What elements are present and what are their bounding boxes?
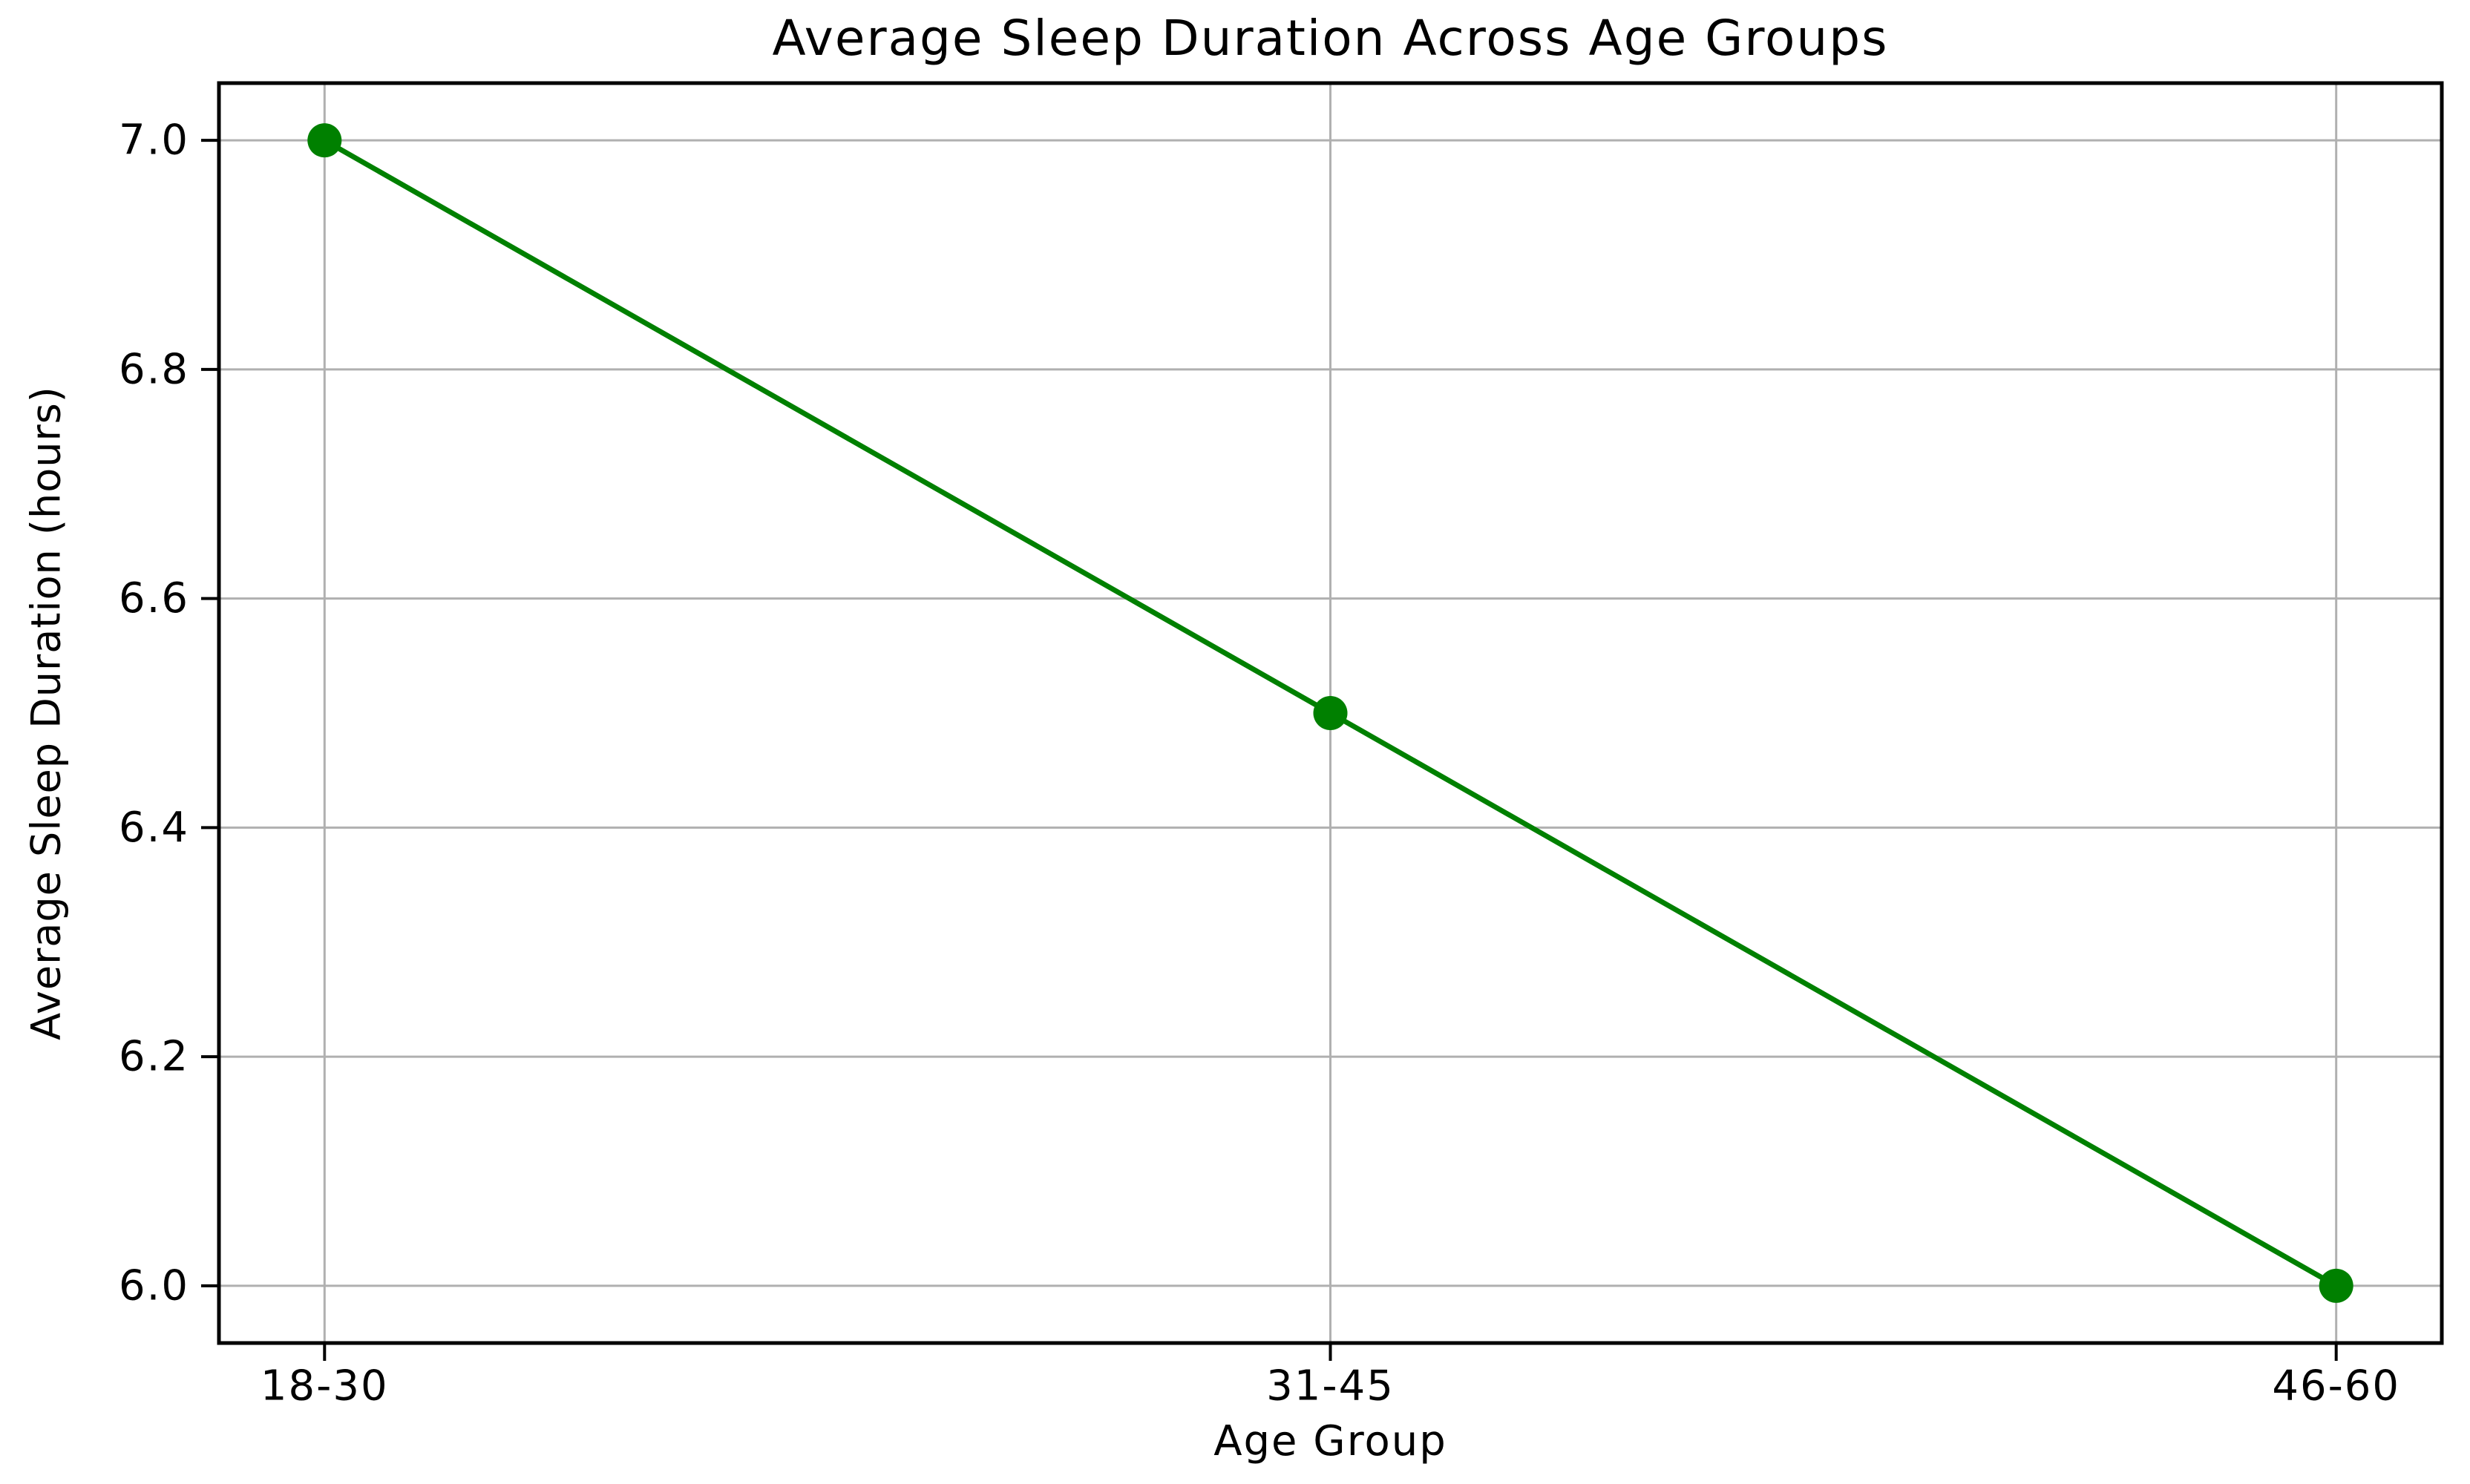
data-point-marker bbox=[1313, 696, 1348, 730]
chart-title: Average Sleep Duration Across Age Groups bbox=[772, 10, 1889, 67]
y-tick-label: 6.6 bbox=[119, 574, 189, 623]
y-tick-label: 6.2 bbox=[119, 1033, 189, 1081]
x-axis-label: Age Group bbox=[1213, 1417, 1447, 1465]
data-point-marker bbox=[307, 123, 342, 158]
x-tick-label: 46-60 bbox=[2272, 1362, 2400, 1411]
y-tick-label: 6.0 bbox=[119, 1261, 189, 1310]
y-tick-label: 6.8 bbox=[119, 345, 189, 393]
y-tick-label: 6.4 bbox=[119, 804, 189, 852]
x-tick-label: 18-30 bbox=[261, 1362, 389, 1411]
x-tick-label: 31-45 bbox=[1266, 1362, 1395, 1411]
data-point-marker bbox=[2319, 1268, 2353, 1303]
y-tick-label: 7.0 bbox=[119, 116, 189, 165]
